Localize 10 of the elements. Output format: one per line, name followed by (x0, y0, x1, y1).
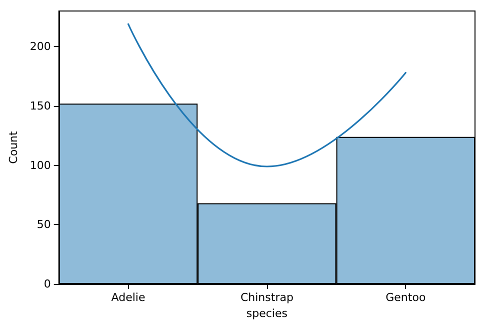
x-tick-label: Gentoo (386, 291, 426, 304)
y-tick-label: 200 (30, 40, 51, 54)
x-tick-label: Adelie (111, 291, 146, 304)
y-tick-label: 150 (30, 99, 51, 112)
y-tick-label: 100 (30, 158, 51, 172)
y-axis-title: Count (7, 130, 20, 164)
y-tick-label: 50 (36, 218, 51, 232)
y-tick-label: 0 (44, 278, 51, 290)
x-tick-label: Chinstrap (240, 291, 294, 304)
x-axis-title: species (246, 307, 288, 320)
